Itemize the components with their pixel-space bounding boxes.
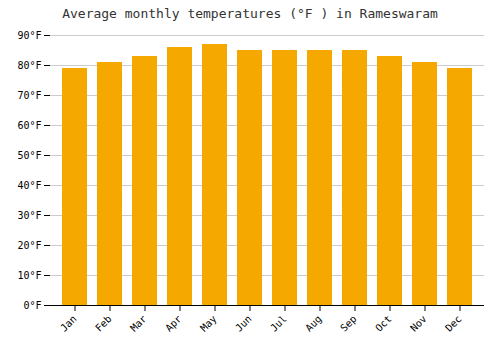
svg-text:Mar: Mar [128,313,149,334]
svg-text:Jun: Jun [233,313,254,334]
svg-text:70°F: 70°F [17,90,41,101]
svg-text:10°F: 10°F [17,270,41,281]
svg-text:40°F: 40°F [17,180,41,191]
svg-text:80°F: 80°F [17,60,41,71]
svg-text:Sep: Sep [338,313,359,334]
svg-text:Oct: Oct [373,313,394,334]
svg-text:Apr: Apr [163,313,184,334]
svg-text:0°F: 0°F [23,300,41,311]
svg-text:Jul: Jul [268,313,289,334]
svg-text:May: May [198,313,219,334]
svg-text:Jan: Jan [58,313,79,334]
svg-text:50°F: 50°F [17,150,41,161]
svg-text:Nov: Nov [408,313,429,334]
svg-text:30°F: 30°F [17,210,41,221]
svg-text:20°F: 20°F [17,240,41,251]
svg-text:Feb: Feb [93,313,114,334]
svg-text:90°F: 90°F [17,30,41,41]
svg-text:60°F: 60°F [17,120,41,131]
svg-text:Dec: Dec [443,313,464,334]
html-text:Average monthly temperatures (: Average monthly temperatures (°F ) in Ra… [62,6,438,21]
svg-text:Aug: Aug [303,313,324,334]
